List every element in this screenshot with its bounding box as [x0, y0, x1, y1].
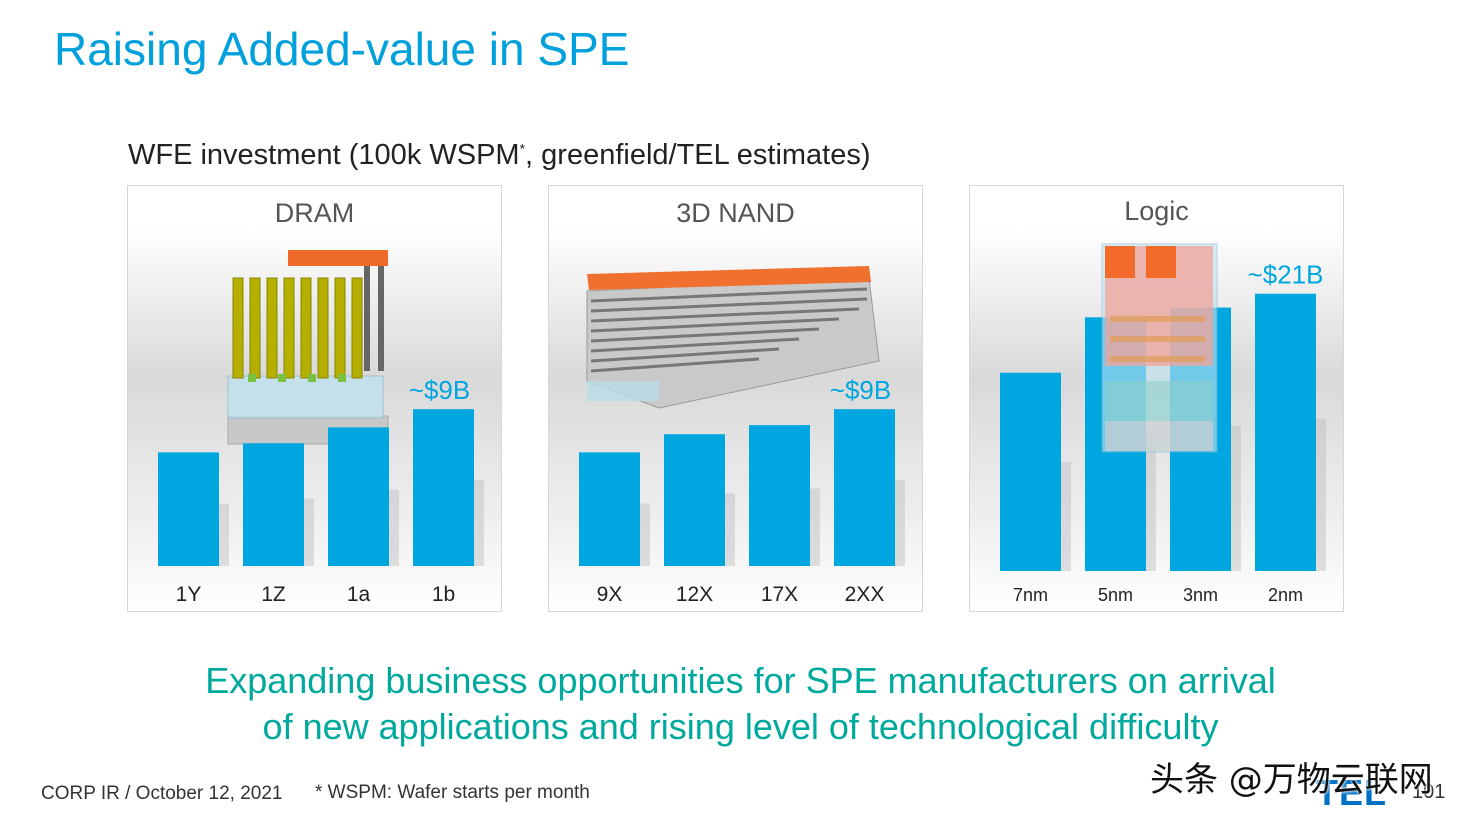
bar-1a	[328, 427, 389, 566]
data-label-total: ~$9B	[409, 375, 470, 405]
category-label: 9X	[597, 583, 623, 606]
category-label: 5nm	[1098, 585, 1133, 605]
category-label: 17X	[761, 583, 798, 606]
conclusion-line-1: Expanding business opportunities for SPE…	[205, 660, 1276, 701]
footnote-wspm: * WSPM: Wafer starts per month	[315, 782, 590, 803]
bar-1b	[413, 409, 474, 566]
data-label-total: ~$21B	[1248, 260, 1324, 290]
dram-chart: 1Y 1Z 1a 1b ~$9B	[158, 250, 484, 606]
category-label: 3nm	[1183, 585, 1218, 605]
category-label: 1a	[347, 583, 371, 606]
conclusion-line-2: of new applications and rising level of …	[262, 706, 1219, 747]
dram-chart-title: DRAM	[274, 198, 355, 228]
page-number: 101	[1412, 781, 1446, 803]
nand-structure-illustration	[586, 266, 880, 409]
bar-1y	[158, 452, 219, 566]
dram-structure-illustration	[227, 250, 389, 445]
logic-structure-illustration	[1101, 243, 1218, 453]
category-label: 12X	[676, 583, 713, 606]
subtitle-main: WFE investment (100k WSPM	[128, 139, 520, 171]
bar-7nm	[1000, 372, 1061, 571]
category-label: 2XX	[845, 583, 885, 606]
tel-logo: TEL	[1316, 772, 1387, 813]
logic-panel: 7nm 5nm 3nm 2nm ~$21B Logic	[969, 185, 1344, 612]
bar-1z	[243, 443, 304, 566]
nand-chart: 9X 12X 17X 2XX ~$9B	[579, 266, 905, 606]
subtitle-rest: , greenfield/TEL estimates)	[525, 139, 871, 171]
dram-panel: 1Y 1Z 1a 1b ~$9B DRAM	[127, 185, 502, 612]
footer-corp-ir: CORP IR / October 12, 2021	[41, 783, 283, 804]
data-label-total: ~$9B	[830, 375, 891, 405]
nand-panel: 9X 12X 17X 2XX ~$9B 3D NAND	[548, 185, 923, 612]
nand-chart-title: 3D NAND	[676, 198, 795, 228]
chart-subtitle: WFE investment (100k WSPM*, greenfield/T…	[128, 139, 871, 172]
category-label: 7nm	[1013, 585, 1048, 605]
category-label: 1Y	[176, 583, 202, 606]
category-label: 2nm	[1268, 585, 1303, 605]
category-label: 1Z	[261, 583, 286, 606]
bar-2nm	[1255, 293, 1316, 571]
subtitle-superscript: *	[519, 140, 526, 157]
bar-12x	[664, 434, 725, 566]
bar-9x	[579, 452, 640, 566]
bar-17x	[749, 425, 810, 566]
category-label: 1b	[432, 583, 455, 606]
logic-chart-title: Logic	[1124, 196, 1189, 226]
page-title: Raising Added-value in SPE	[54, 23, 630, 75]
watermark-text: 头条 @万物云联网	[1150, 760, 1433, 800]
bar-2xx	[834, 409, 895, 566]
conclusion-text: Expanding business opportunities for SPE…	[0, 658, 1481, 750]
logic-chart: 7nm 5nm 3nm 2nm ~$21B	[1000, 243, 1326, 605]
